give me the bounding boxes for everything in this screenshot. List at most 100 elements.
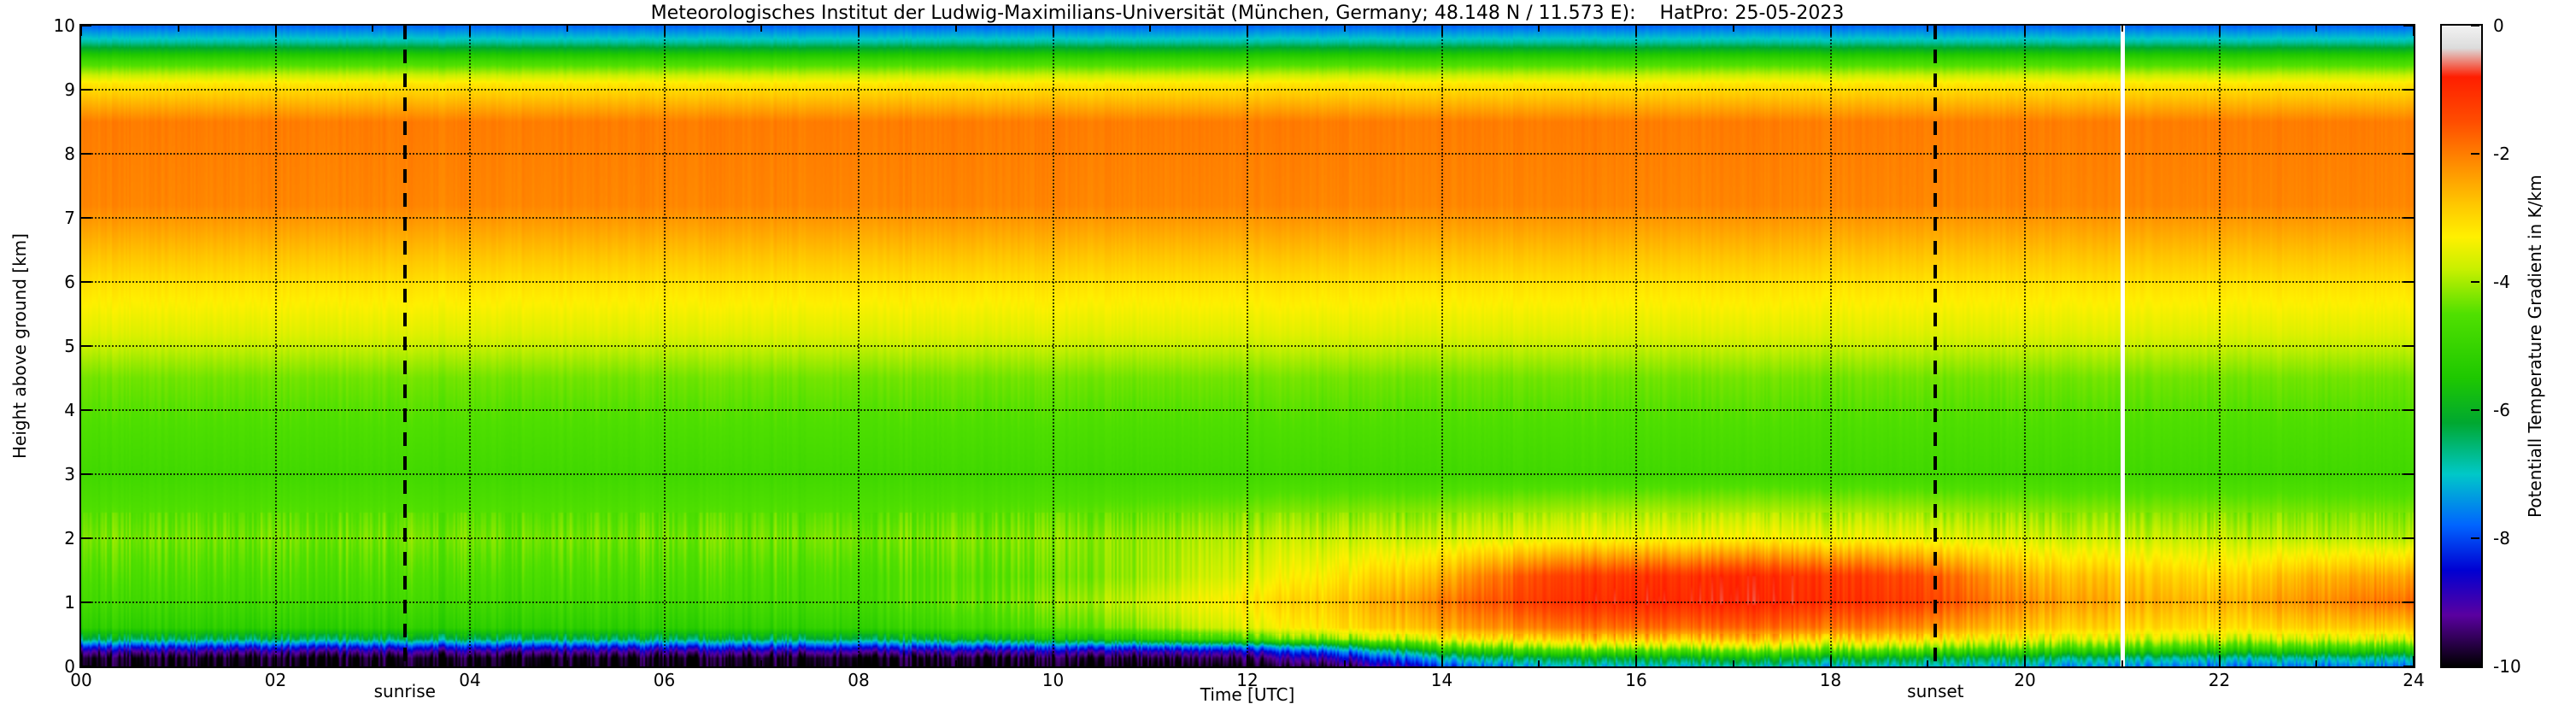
x-axis-tick — [2413, 656, 2415, 666]
x-axis-tick — [1538, 26, 1540, 32]
y-tick-label: 2 — [64, 528, 75, 549]
x-axis-tick — [2315, 26, 2318, 32]
x-axis-tick — [954, 26, 957, 32]
x-axis-tick — [1247, 656, 1248, 666]
y-tick-label: 3 — [64, 464, 75, 484]
x-axis-label: Time [UTC] — [1200, 684, 1295, 704]
colorbar-tick — [2471, 666, 2479, 667]
colorbar-tick-label: -4 — [2493, 272, 2510, 292]
x-axis-tick — [1927, 660, 1929, 666]
y-axis-tick — [81, 89, 91, 91]
y-axis-tick — [81, 409, 91, 411]
y-axis-tick — [2403, 473, 2414, 475]
x-axis-tick — [663, 26, 666, 36]
x-axis-tick — [1927, 26, 1929, 32]
x-tick-label: 06 — [653, 670, 676, 690]
colorbar-tick-label: -6 — [2493, 400, 2510, 420]
colorbar — [2440, 24, 2483, 668]
x-tick-label: 22 — [2208, 670, 2231, 690]
x-axis-tick — [858, 26, 860, 36]
y-axis-tick — [2403, 345, 2414, 347]
x-tick-label: 16 — [1625, 670, 1647, 690]
y-axis-tick — [81, 473, 91, 475]
y-axis-tick — [2403, 217, 2414, 219]
y-axis-tick — [2403, 409, 2414, 411]
x-tick-label: 08 — [848, 670, 870, 690]
x-axis-tick — [760, 660, 763, 666]
y-tick-label: 6 — [64, 272, 75, 292]
y-axis-tick — [81, 601, 91, 603]
x-axis-tick — [1343, 26, 1346, 32]
y-axis-tick — [81, 217, 91, 219]
y-axis-tick — [2403, 153, 2414, 155]
x-axis-tick — [2315, 660, 2318, 666]
x-axis-tick — [2413, 26, 2415, 36]
y-axis-tick — [81, 345, 91, 347]
x-axis-tick — [2218, 656, 2221, 666]
x-axis-tick — [1829, 656, 1832, 666]
y-axis-tick — [81, 281, 91, 283]
colorbar-tick — [2471, 409, 2479, 411]
plot-overlay — [80, 25, 2415, 667]
x-tick-label: 04 — [459, 670, 481, 690]
grid-line-horizontal — [81, 153, 2414, 155]
data-gap-line — [2120, 26, 2125, 666]
x-axis-tick — [2024, 26, 2026, 36]
x-axis-tick — [760, 26, 763, 32]
y-axis-tick — [2403, 601, 2414, 603]
y-axis-tick — [81, 153, 91, 155]
y-axis-tick — [2403, 537, 2414, 539]
grid-line-horizontal — [81, 281, 2414, 283]
x-axis-tick — [274, 26, 277, 36]
x-axis-tick — [1441, 656, 1443, 666]
y-tick-label: 8 — [64, 144, 75, 164]
x-axis-tick — [80, 656, 82, 666]
x-tick-label: 12 — [1236, 670, 1259, 690]
colorbar-tick-label: 0 — [2493, 15, 2504, 36]
colorbar-tick-label: -2 — [2493, 144, 2510, 164]
x-axis-tick — [1732, 26, 1734, 32]
y-tick-label: 0 — [64, 656, 75, 677]
x-axis-tick — [1052, 26, 1054, 36]
x-axis-tick — [469, 26, 471, 36]
heatmap-plot-area — [79, 24, 2415, 668]
y-axis-tick — [2403, 281, 2414, 283]
x-axis-tick — [1247, 26, 1248, 36]
y-tick-label: 10 — [53, 15, 75, 36]
x-tick-label: 20 — [2014, 670, 2036, 690]
y-tick-label: 7 — [64, 208, 75, 228]
y-tick-label: 9 — [64, 79, 75, 100]
x-axis-tick — [1538, 660, 1540, 666]
x-axis-tick — [2218, 26, 2221, 36]
x-axis-tick — [80, 26, 82, 36]
x-axis-tick — [1829, 26, 1832, 36]
grid-line-horizontal — [81, 217, 2414, 219]
sunrise-label: sunrise — [373, 681, 436, 701]
y-axis-tick — [81, 666, 91, 667]
x-axis-tick — [1635, 26, 1637, 36]
x-tick-label: 24 — [2403, 670, 2425, 690]
sunset-label: sunset — [1907, 681, 1964, 701]
x-axis-tick — [1343, 660, 1346, 666]
x-axis-tick — [274, 656, 277, 666]
y-axis-label: Height above ground [km] — [9, 233, 30, 459]
x-tick-label: 14 — [1430, 670, 1453, 690]
colorbar-tick — [2471, 153, 2479, 155]
grid-line-horizontal — [81, 537, 2414, 539]
x-axis-tick — [2121, 660, 2123, 666]
x-axis-tick — [1149, 660, 1152, 666]
colorbar-tick — [2471, 537, 2479, 539]
x-tick-label: 00 — [70, 670, 92, 690]
y-axis-tick — [81, 537, 91, 539]
grid-line-horizontal — [81, 473, 2414, 475]
x-axis-tick — [177, 660, 179, 666]
x-axis-tick — [663, 656, 666, 666]
x-axis-tick — [566, 660, 568, 666]
grid-line-horizontal — [81, 89, 2414, 91]
plot-title: Meteorologisches Institut der Ludwig-Max… — [650, 3, 1845, 24]
x-tick-label: 18 — [1819, 670, 1842, 690]
x-axis-tick — [1052, 656, 1054, 666]
x-axis-tick — [1441, 26, 1443, 36]
x-axis-tick — [1635, 656, 1637, 666]
